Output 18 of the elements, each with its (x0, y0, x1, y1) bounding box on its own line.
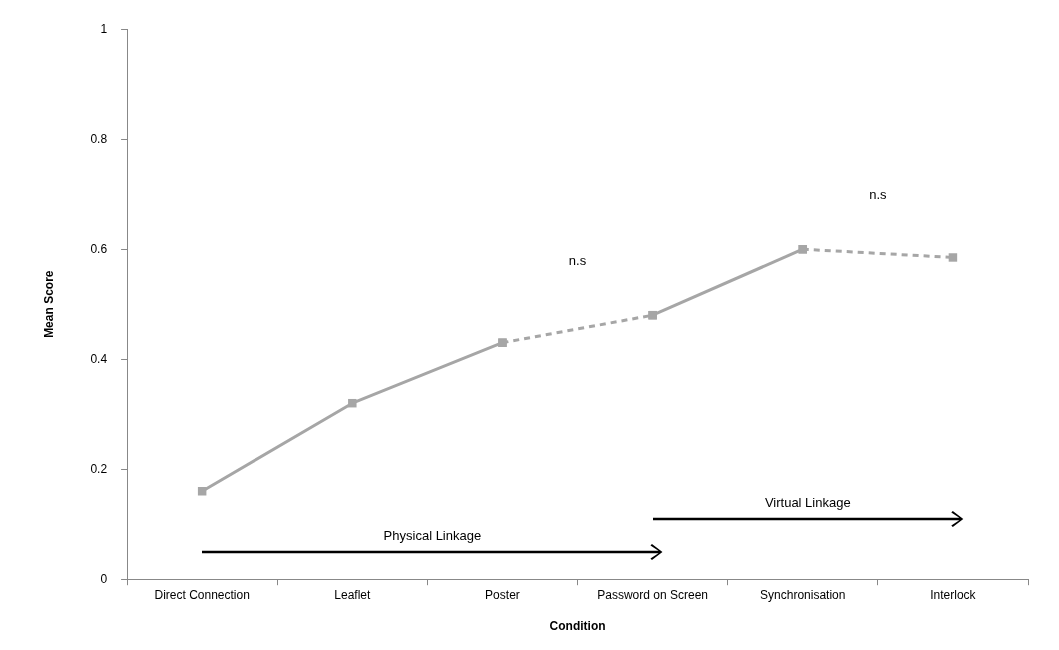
y-tick-label: 0.6 (90, 241, 108, 256)
y-axis-title: Mean Score (41, 270, 56, 338)
y-tick-label: 0.8 (90, 131, 108, 146)
x-tick-label: Leaflet (334, 587, 371, 602)
y-tick-label: 1 (100, 21, 108, 36)
y-tick-label: 0 (100, 571, 108, 586)
x-tick-label: Password on Screen (597, 587, 708, 602)
x-tick-label: Synchronisation (760, 587, 846, 602)
annotation: n.s (869, 187, 888, 203)
x-tick-label: Direct Connection (154, 587, 250, 602)
annotation: Virtual Linkage (764, 494, 851, 510)
x-tick-label: Interlock (930, 587, 977, 602)
annotation: Physical Linkage (383, 527, 482, 543)
y-tick-label: 0.2 (90, 461, 108, 476)
x-tick-label: Poster (485, 587, 520, 602)
x-axis-title: Condition (549, 619, 606, 634)
y-tick-label: 0.4 (90, 351, 108, 366)
annotation: n.s (568, 253, 587, 269)
